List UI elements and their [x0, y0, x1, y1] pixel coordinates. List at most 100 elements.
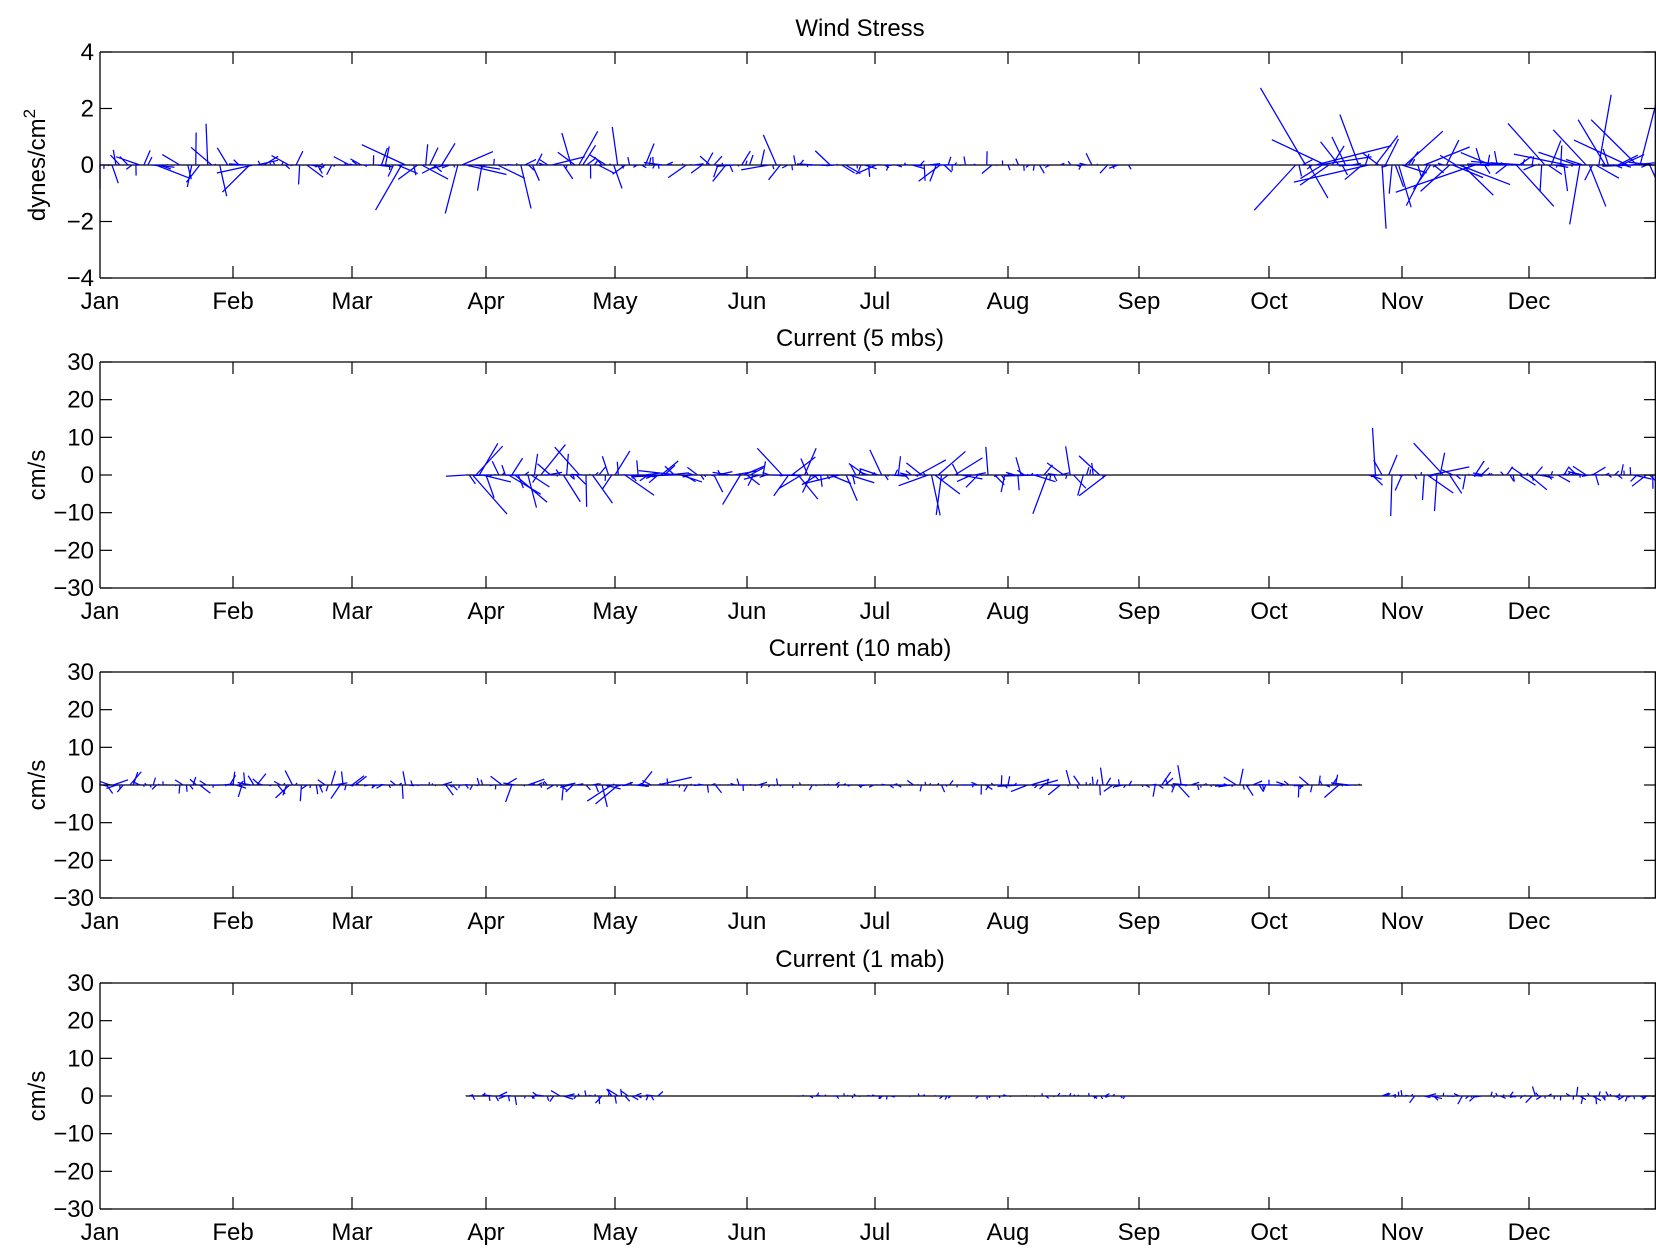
stick — [1604, 472, 1610, 476]
stick — [613, 164, 623, 189]
stick — [1560, 145, 1563, 166]
stick — [956, 784, 959, 788]
stick — [634, 1092, 642, 1097]
stick — [746, 474, 760, 486]
stick — [333, 164, 336, 168]
stick — [836, 784, 840, 789]
stick — [1572, 465, 1587, 476]
y-tick-label: 20 — [67, 387, 94, 414]
stick — [836, 1095, 840, 1099]
stick — [1193, 783, 1196, 786]
stick — [1430, 474, 1434, 477]
stick — [1214, 784, 1224, 787]
stick — [1002, 1094, 1007, 1097]
stick — [112, 149, 117, 166]
stick — [1085, 467, 1090, 476]
stick — [1539, 164, 1543, 192]
stick — [871, 1094, 876, 1097]
stick — [478, 443, 499, 476]
stick — [598, 466, 607, 476]
stick — [749, 467, 764, 476]
stick — [531, 1095, 535, 1099]
y-tick-label: −30 — [53, 1196, 94, 1223]
stick — [584, 1090, 587, 1097]
stick — [640, 770, 653, 786]
stick — [143, 150, 151, 166]
stick — [465, 164, 507, 176]
x-tick-label: Mar — [331, 288, 372, 315]
stick — [849, 463, 857, 476]
stick — [1033, 1095, 1036, 1098]
x-tick-label: Jan — [81, 288, 120, 315]
stick — [1457, 1095, 1463, 1105]
stick-series — [99, 765, 1361, 808]
stick — [1105, 777, 1112, 786]
stick — [1417, 164, 1422, 177]
stick — [1523, 164, 1536, 171]
x-tick-label: May — [592, 288, 637, 315]
stick — [905, 470, 912, 476]
y-tick-label: 2 — [81, 96, 94, 123]
stick-series — [99, 87, 1656, 229]
stick — [495, 1095, 499, 1102]
stick — [149, 784, 152, 788]
stick — [355, 782, 360, 786]
stick — [1480, 467, 1490, 476]
stick — [919, 784, 923, 792]
stick — [851, 1095, 854, 1099]
stick — [595, 784, 619, 805]
stick — [1331, 145, 1345, 166]
stick — [1358, 783, 1361, 786]
stick — [442, 781, 453, 786]
stick — [846, 1094, 849, 1097]
stick — [1010, 784, 1028, 793]
stick — [1547, 1093, 1552, 1097]
stick — [257, 782, 263, 786]
stick — [480, 779, 484, 786]
x-tick-label: Jun — [728, 1219, 767, 1246]
stick — [1212, 783, 1215, 786]
y-tick-label: 4 — [81, 39, 94, 66]
stick — [430, 164, 446, 170]
stick — [1495, 164, 1508, 175]
stick — [1569, 164, 1581, 225]
stick — [1391, 1093, 1397, 1097]
stick — [561, 132, 572, 166]
stick — [1381, 1092, 1390, 1097]
stick — [781, 164, 789, 169]
stick — [899, 472, 909, 476]
stick — [928, 782, 932, 786]
stick — [550, 1090, 561, 1097]
stick — [1566, 472, 1571, 476]
stick — [956, 474, 972, 483]
stick — [1371, 474, 1383, 486]
stick — [607, 1088, 619, 1097]
stick — [1557, 474, 1571, 483]
panel-title: Current (5 mbs) — [776, 325, 944, 352]
stick — [1535, 1092, 1539, 1097]
stick — [482, 474, 511, 483]
stick — [472, 474, 508, 515]
x-tick-label: Dec — [1508, 598, 1551, 625]
stick — [1465, 1095, 1470, 1100]
stick — [1067, 160, 1072, 166]
stick — [1040, 779, 1059, 786]
stick — [1524, 1094, 1527, 1097]
stick — [914, 474, 919, 477]
stick — [638, 470, 678, 476]
stick — [1073, 1094, 1076, 1097]
stick — [881, 783, 886, 786]
stick — [1565, 1092, 1571, 1097]
stick — [963, 156, 967, 166]
stick — [208, 784, 211, 787]
stick — [954, 162, 958, 166]
x-tick-label: Nov — [1381, 1219, 1424, 1246]
stick — [152, 777, 157, 786]
stick — [1172, 783, 1188, 786]
stick — [737, 164, 740, 167]
stick — [1525, 1095, 1533, 1104]
stick — [721, 162, 724, 166]
stick — [595, 784, 600, 793]
y-tick-label: −30 — [53, 885, 94, 912]
